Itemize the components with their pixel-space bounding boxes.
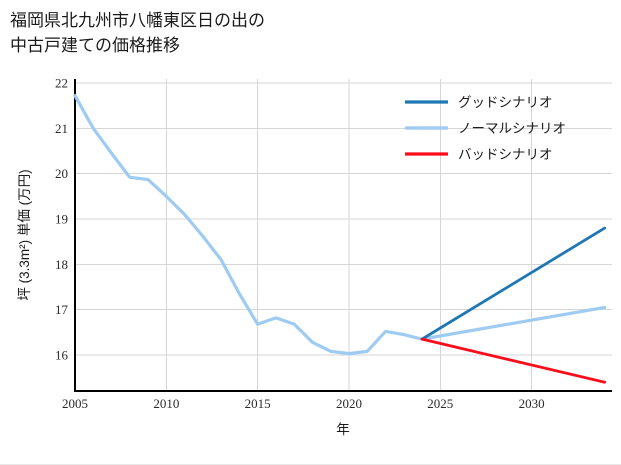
x-axis-tick-labels: 2005 2010 2015 2020 2025 2030 [62, 396, 545, 411]
y-tick-label: 20 [55, 166, 68, 181]
series-line [420, 226, 607, 341]
legend-label: バッドシナリオ [458, 147, 553, 162]
x-tick-label: 2020 [336, 396, 362, 411]
chart-title: 福岡県北九州市八幡東区日の出の 中古戸建ての価格推移 [10, 11, 265, 55]
x-tick-label: 2005 [62, 396, 88, 411]
series-line [73, 94, 607, 356]
axis-spines [73, 79, 612, 393]
series-line [420, 337, 607, 384]
x-tick-label: 2010 [153, 396, 179, 411]
y-axis-title: 坪 (3.3m²) 単価 (万円) [17, 169, 32, 300]
y-tick-label: 17 [55, 302, 69, 317]
y-tick-label: 19 [55, 212, 68, 227]
x-tick-label: 2015 [245, 396, 271, 411]
data-series-group [73, 94, 607, 384]
y-tick-label: 18 [55, 257, 68, 272]
legend-label: グッドシナリオ [458, 95, 553, 110]
horizontal-gridlines [75, 82, 612, 356]
x-tick-label: 2030 [519, 396, 545, 411]
y-tick-label: 16 [55, 348, 69, 363]
y-tick-label: 22 [55, 76, 68, 91]
x-axis-title: 年 [336, 422, 350, 437]
legend-label: ノーマルシナリオ [458, 121, 566, 136]
x-tick-label: 2025 [427, 396, 453, 411]
y-tick-label: 21 [55, 121, 68, 136]
y-axis-tick-labels: 16 17 18 19 20 21 22 [55, 76, 69, 363]
